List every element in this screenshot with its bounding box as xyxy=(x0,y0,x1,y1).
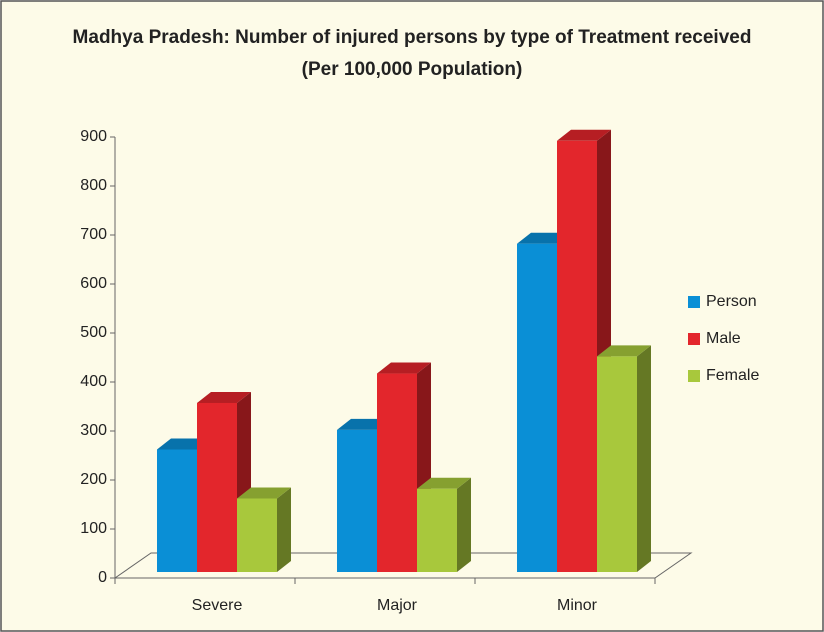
x-tick-label: Major xyxy=(377,597,418,614)
bar-side xyxy=(277,487,291,572)
bar-top xyxy=(417,477,471,489)
bar-top xyxy=(237,487,291,499)
bar-side xyxy=(637,345,651,572)
bar-side xyxy=(457,477,471,572)
bar xyxy=(197,402,237,572)
bar xyxy=(517,243,557,572)
y-tick-label: 500 xyxy=(80,324,107,341)
y-tick-label: 600 xyxy=(80,275,107,292)
legend-label: Male xyxy=(706,330,741,347)
y-tick-label: 200 xyxy=(80,471,107,488)
y-tick-label: 800 xyxy=(80,177,107,194)
bar-top xyxy=(597,345,651,357)
bar xyxy=(337,429,377,572)
bar xyxy=(237,498,277,572)
legend-label: Female xyxy=(706,367,759,384)
y-tick-label: 300 xyxy=(80,422,107,439)
chart-subtitle: (Per 100,000 Population) xyxy=(302,59,523,80)
chart-title: Madhya Pradesh: Number of injured person… xyxy=(73,27,752,48)
bar xyxy=(417,488,457,572)
y-tick-label: 100 xyxy=(80,520,107,537)
legend-swatch xyxy=(688,370,700,382)
bar xyxy=(157,449,197,572)
bar-top xyxy=(377,362,431,374)
bar xyxy=(377,373,417,572)
bar xyxy=(597,356,637,572)
bar-top xyxy=(557,129,611,141)
x-tick-label: Severe xyxy=(192,597,243,614)
bar-top xyxy=(197,391,251,403)
bar xyxy=(557,140,597,573)
y-tick-label: 0 xyxy=(98,569,107,586)
legend-swatch xyxy=(688,296,700,308)
x-tick-label: Minor xyxy=(557,597,598,614)
y-tick-label: 700 xyxy=(80,226,107,243)
y-tick-label: 900 xyxy=(80,128,107,145)
legend-swatch xyxy=(688,333,700,345)
legend-label: Person xyxy=(706,293,757,310)
y-tick-label: 400 xyxy=(80,373,107,390)
